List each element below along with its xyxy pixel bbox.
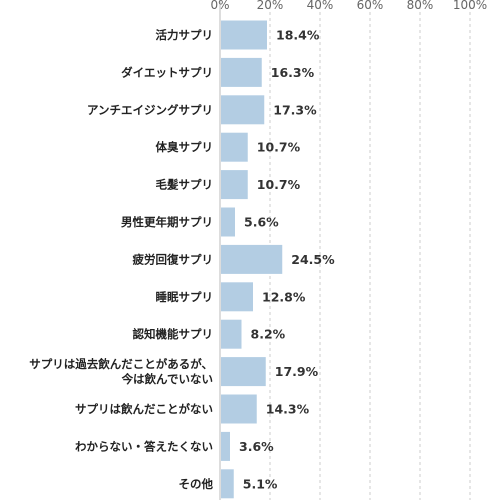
value-label: 18.4% — [276, 28, 320, 43]
bar — [221, 431, 230, 461]
bar — [221, 95, 265, 125]
value-label: 5.6% — [244, 215, 279, 230]
tick-label: 20% — [257, 0, 284, 12]
category-label: サプリは過去飲んだことがあるが、今は飲んでいない — [29, 357, 213, 386]
category-label: 疲労回復サプリ — [133, 252, 214, 266]
category-label: わからない・答えたくない — [75, 439, 213, 453]
grid-lines — [219, 0, 471, 500]
value-label: 10.7% — [257, 177, 301, 192]
category-label: 睡眠サプリ — [156, 290, 214, 304]
category-labels: 活力サプリダイエットサプリアンチエイジングサプリ体臭サプリ毛髪サプリ男性更年期サ… — [29, 28, 213, 491]
tick-label: 100% — [453, 0, 487, 12]
value-label: 10.7% — [257, 140, 301, 155]
category-label: その他 — [179, 477, 214, 491]
category-label: ダイエットサプリ — [121, 65, 213, 79]
tick-label: 40% — [307, 0, 334, 12]
value-label: 17.9% — [275, 364, 319, 379]
bar — [221, 282, 253, 312]
category-label: 認知機能サプリ — [133, 327, 214, 341]
category-label: 男性更年期サプリ — [121, 215, 213, 229]
value-label: 16.3% — [271, 65, 315, 80]
value-label: 14.3% — [266, 402, 310, 417]
value-label: 24.5% — [291, 252, 335, 267]
bar — [221, 132, 248, 162]
axis-tick-labels: 0% 20% 40% 60% 80% 100% — [210, 0, 487, 12]
bar — [221, 244, 283, 274]
tick-label: 60% — [357, 0, 384, 12]
bar — [221, 469, 234, 499]
category-label: サプリは飲んだことがない — [75, 402, 213, 416]
value-label: 17.3% — [273, 102, 317, 117]
category-label: 活力サプリ — [156, 28, 214, 42]
category-label: 体臭サプリ — [156, 140, 214, 154]
bar — [221, 319, 242, 349]
bar — [221, 20, 267, 50]
value-label: 8.2% — [251, 327, 286, 342]
value-label: 3.6% — [239, 439, 274, 454]
category-label: 毛髪サプリ — [156, 178, 214, 192]
value-label: 12.8% — [262, 289, 306, 304]
tick-label: 80% — [407, 0, 434, 12]
value-label: 5.1% — [243, 476, 278, 491]
bar — [221, 394, 257, 424]
bars — [221, 20, 283, 499]
bar — [221, 207, 235, 237]
bar — [221, 57, 262, 87]
value-labels: 18.4% 16.3% 17.3% 10.7% 10.7% 5.6% 24.5% 12.8% 8… — [239, 28, 335, 492]
tick-label: 0% — [210, 0, 229, 12]
bar — [221, 357, 266, 387]
bar — [221, 170, 248, 200]
category-label: アンチエイジングサプリ — [87, 103, 213, 117]
